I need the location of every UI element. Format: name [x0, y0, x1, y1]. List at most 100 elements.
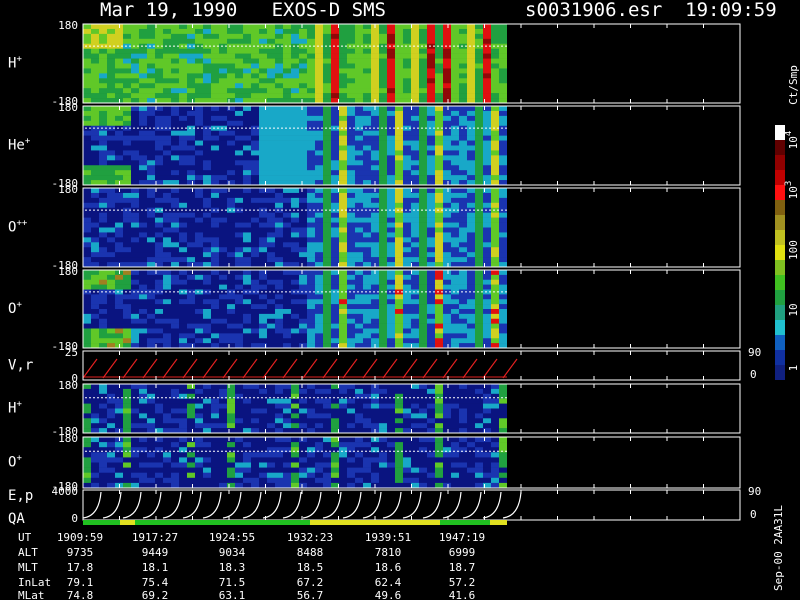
spectrogram-cell [307, 408, 315, 414]
spectrogram-cell [427, 313, 435, 320]
spectrogram-cell [395, 323, 403, 329]
spectrogram-cell [235, 180, 243, 186]
spectrogram-cell [299, 304, 307, 310]
spectrogram-cell [131, 247, 139, 253]
spectrogram-cell [219, 24, 227, 30]
spectrogram-cell [435, 388, 443, 395]
spectrogram-cell [355, 279, 363, 285]
spectrogram-cell [275, 403, 283, 409]
spectrogram-cell [251, 442, 259, 448]
spectrogram-cell [219, 227, 227, 233]
spectrogram-cell [259, 333, 267, 339]
spectrogram-cell [427, 257, 435, 263]
spectrogram-cell [259, 212, 267, 218]
spectrogram-cell [219, 393, 227, 399]
spectrogram-cell [427, 120, 435, 127]
panel-frame [82, 489, 741, 521]
spectrogram-cell [203, 28, 211, 35]
spectrogram-cell [307, 48, 315, 54]
spectrogram-cell [243, 299, 251, 305]
spectrogram-cell [123, 58, 131, 64]
spectrogram-cell [131, 110, 139, 117]
spectrogram-cell [227, 140, 235, 146]
spectrogram-cell [379, 188, 387, 194]
spectrogram-cell [427, 83, 435, 89]
spectrogram-cell [99, 313, 107, 320]
colorbar-segment [775, 245, 785, 260]
spectrogram-cell [275, 313, 283, 320]
spectrogram-cell [459, 170, 467, 176]
spectrogram-cell [227, 93, 235, 99]
spectrogram-cell [403, 217, 411, 223]
spectrogram-cell [203, 457, 211, 463]
spectrogram-cell [339, 279, 347, 285]
spectrogram-cell [435, 232, 443, 238]
spectrogram-cell [379, 299, 387, 305]
spectrogram-cell [339, 294, 347, 300]
spectrogram-cell [251, 33, 259, 40]
spectrogram-cell [355, 294, 363, 300]
spectrogram-cell [107, 323, 115, 329]
spectrogram-cell [243, 73, 251, 79]
spectrogram-cell [347, 274, 355, 281]
spectrogram-cell [83, 130, 91, 136]
spectrogram-cell [395, 73, 403, 79]
spectrogram-cell [275, 423, 283, 429]
spectrogram-cell [99, 88, 107, 94]
spectrogram-cell [275, 58, 283, 64]
spectrogram-cell [475, 78, 483, 84]
spectrogram-cell [443, 150, 451, 156]
spectrogram-cell [371, 83, 379, 89]
spectrogram-cell [107, 197, 115, 204]
spectrogram-cell [147, 393, 155, 399]
spectrogram-cell [355, 212, 363, 218]
spectrogram-cell [131, 106, 139, 112]
spectrogram-cell [475, 423, 483, 429]
spectrogram-cell [459, 106, 467, 112]
spectrogram-cell [291, 68, 299, 74]
spectrogram-cell [379, 115, 387, 122]
spectrogram-cell [307, 180, 315, 186]
spectrogram-cell [323, 482, 331, 489]
spectrogram-cell [315, 482, 323, 489]
spectrogram-cell [323, 472, 331, 479]
spectrogram-cell [179, 33, 187, 40]
spectrogram-cell [363, 78, 371, 84]
spectrogram-cell [435, 457, 443, 463]
spectrogram-cell [451, 48, 459, 54]
spectrogram-cell [283, 442, 291, 448]
spectrogram-cell [163, 472, 171, 479]
spectrogram-cell [427, 428, 435, 434]
spectrogram-cell [443, 274, 451, 281]
spectrogram-cell [259, 428, 267, 434]
spectrogram-cell [459, 279, 467, 285]
spectrogram-cell [283, 304, 291, 310]
spectrogram-cell [139, 299, 147, 305]
spectrogram-cell [355, 135, 363, 141]
spectrogram-cell [387, 222, 395, 228]
spectrogram-cell [115, 73, 123, 79]
spectrogram-cell [403, 257, 411, 263]
spectrogram-cell [107, 115, 115, 122]
spectrogram-cell [347, 93, 355, 99]
spectrogram-cell [179, 197, 187, 204]
spectrogram-cell [339, 93, 347, 99]
spectrogram-cell [291, 88, 299, 94]
spectrogram-cell [267, 140, 275, 146]
spectrogram-cell [331, 135, 339, 141]
spectrogram-cell [387, 304, 395, 310]
spectrogram-cell [315, 388, 323, 395]
spectrogram-cell [131, 457, 139, 463]
spectrogram-cell [403, 88, 411, 94]
spectrogram-cell [339, 309, 347, 315]
spectrogram-cell [467, 120, 475, 127]
spectrogram-cell [339, 384, 347, 390]
spectrogram-cell [259, 115, 267, 122]
spectrogram-cell [307, 78, 315, 84]
spectrogram-cell [267, 192, 275, 199]
spectrogram-cell [379, 24, 387, 30]
spectrogram-cell [371, 304, 379, 310]
spectrogram-cell [139, 338, 147, 344]
spectrogram-cell [323, 313, 331, 320]
spectrogram-cell [187, 170, 195, 176]
